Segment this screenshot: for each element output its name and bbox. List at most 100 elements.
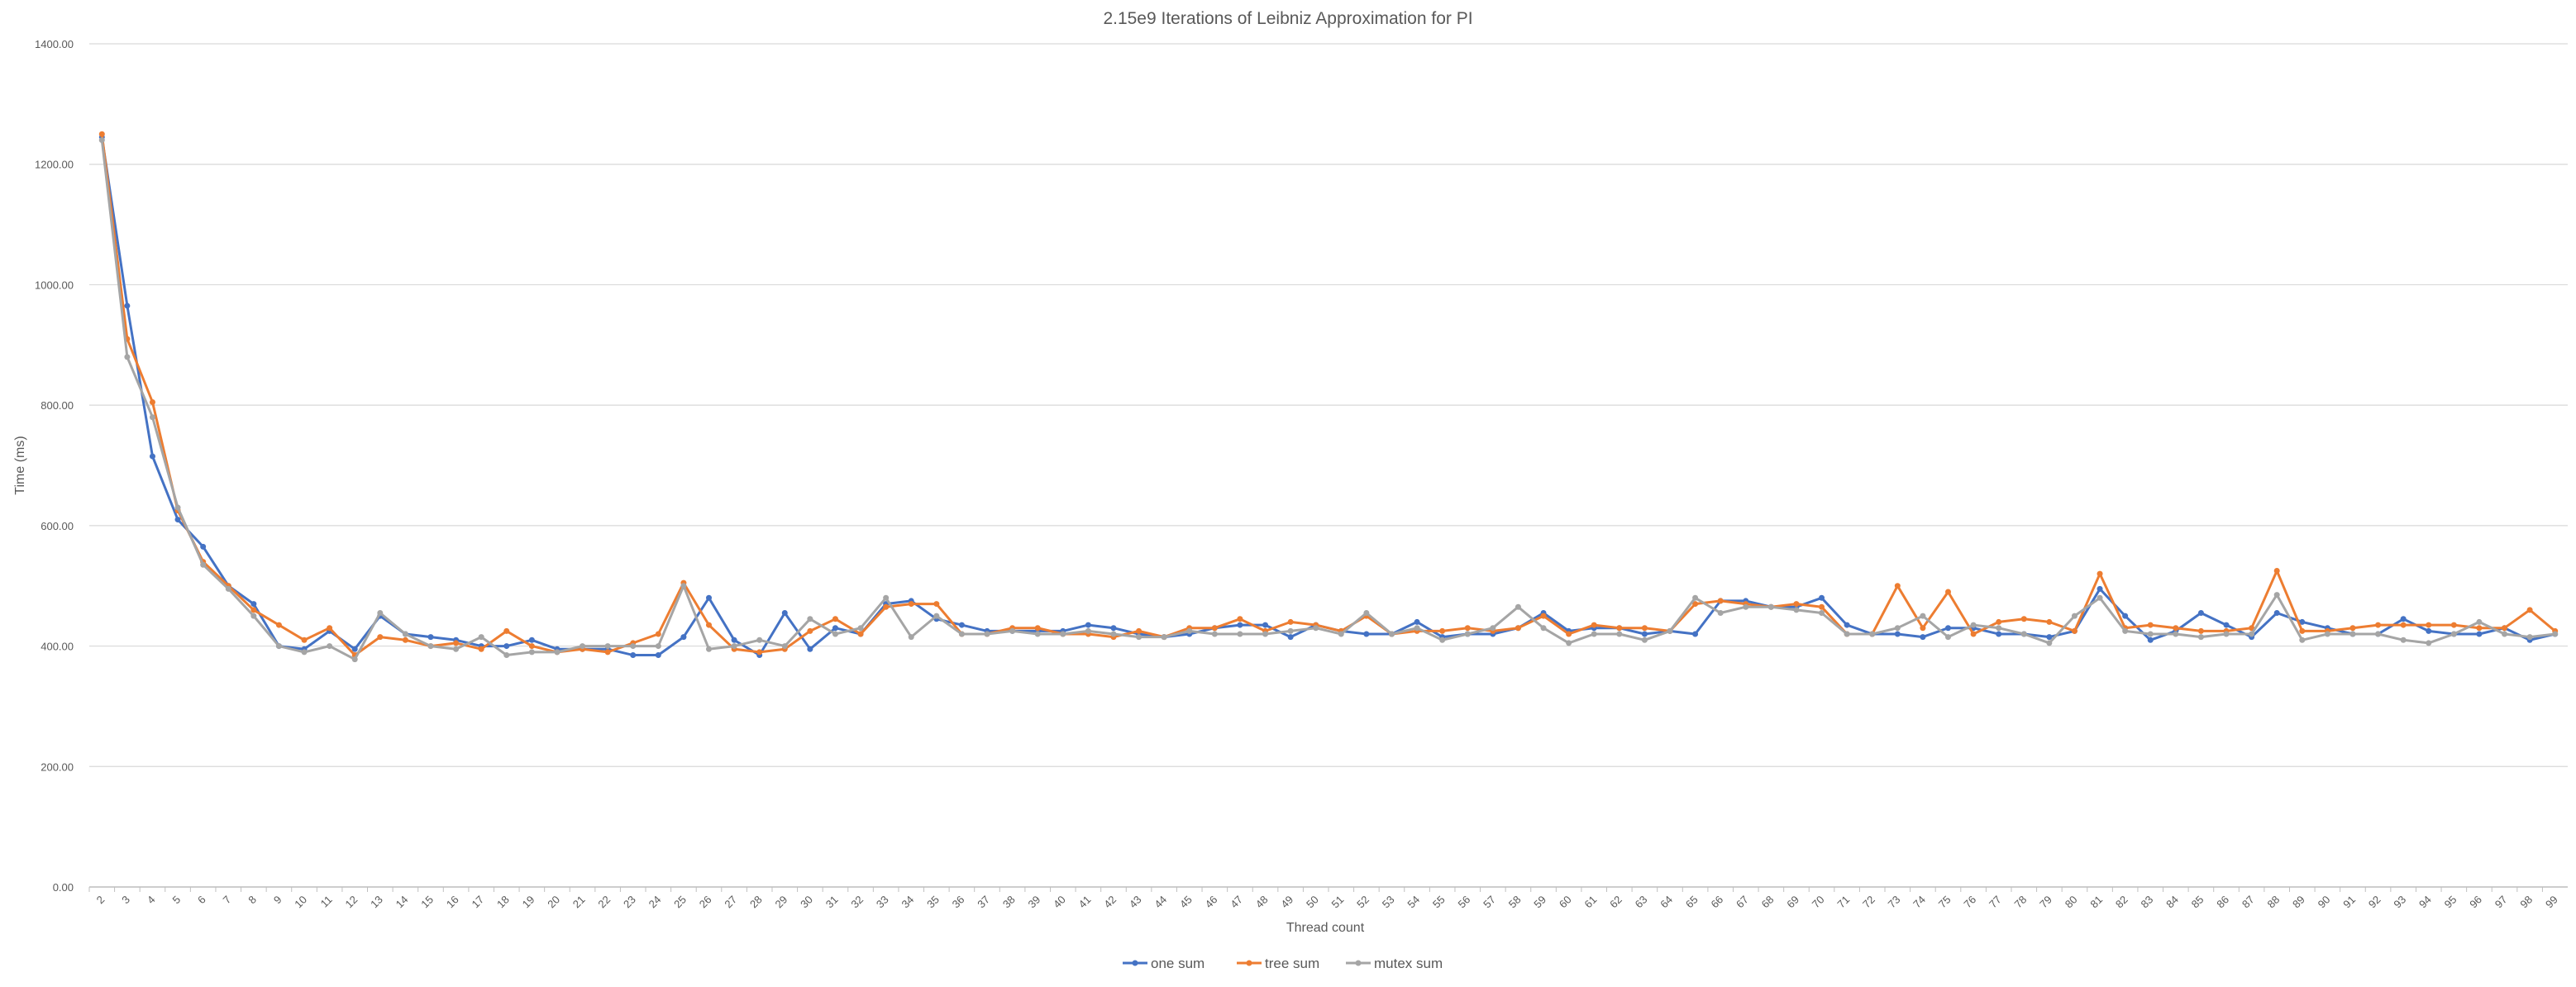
x-tick-label: 17 <box>469 894 486 911</box>
data-point <box>2502 631 2508 637</box>
data-point <box>731 637 737 643</box>
data-point <box>1237 622 1243 628</box>
data-point <box>1793 607 1800 613</box>
data-point <box>580 643 586 650</box>
data-point <box>2375 622 2382 628</box>
x-tick-label: 77 <box>1987 894 2004 911</box>
x-tick-label: 56 <box>1456 894 1473 911</box>
x-tick-label: 62 <box>1607 894 1624 911</box>
data-point <box>2097 570 2103 577</box>
x-tick-label: 35 <box>924 894 942 911</box>
data-point <box>1034 631 1041 637</box>
series-line <box>100 140 2555 661</box>
x-tick-label: 64 <box>1658 894 1675 911</box>
data-point <box>2147 622 2154 628</box>
x-tick-label: 28 <box>747 894 765 911</box>
data-point <box>1009 627 1016 634</box>
data-point <box>1616 631 1623 637</box>
data-point <box>2147 637 2154 643</box>
x-tick-label: 75 <box>1936 894 1953 911</box>
axes: 0.00 200.00 400.00 600.00 800.00 1000.00 1200.… <box>35 38 2568 910</box>
x-tick-label: 13 <box>368 894 385 911</box>
legend-item: one sum <box>1123 956 1205 971</box>
x-tick-label: 47 <box>1228 894 1245 911</box>
y-tick-label: 1400.00 <box>35 38 74 50</box>
data-point <box>2046 640 2053 646</box>
data-point <box>275 622 282 628</box>
data-point <box>756 649 763 656</box>
x-tick-label: 21 <box>570 894 588 911</box>
data-point <box>1211 625 1218 632</box>
x-tick-label: 87 <box>2240 894 2257 911</box>
data-point <box>427 643 434 650</box>
data-point <box>2526 607 2533 613</box>
x-tick-label: 42 <box>1101 894 1119 911</box>
x-tick-label: 85 <box>2189 894 2206 911</box>
x-tick-label: 52 <box>1354 894 1371 911</box>
data-point <box>2426 640 2432 646</box>
x-tick-label: 53 <box>1380 894 1397 911</box>
data-point <box>781 643 788 650</box>
data-point <box>655 631 661 637</box>
x-tick-label: 41 <box>1076 894 1094 911</box>
y-tick-label: 0.00 <box>53 881 74 894</box>
data-point <box>781 610 788 616</box>
series-mutex-sum <box>98 137 2559 663</box>
data-point <box>908 634 914 641</box>
legend-label: one sum <box>1151 956 1205 971</box>
data-point <box>2197 610 2204 616</box>
x-tick-label: 40 <box>1051 894 1068 911</box>
x-tick-label: 3 <box>119 894 132 907</box>
data-point <box>1945 589 1951 595</box>
data-point <box>883 594 890 601</box>
data-point <box>1540 625 1547 632</box>
data-point <box>1110 631 1117 637</box>
data-point <box>377 610 384 616</box>
data-point <box>1136 634 1143 641</box>
x-tick-label: 39 <box>1025 894 1042 911</box>
data-point <box>1970 631 1977 637</box>
data-point <box>149 453 155 460</box>
x-tick-label: 89 <box>2290 894 2307 911</box>
data-point <box>478 634 484 641</box>
x-tick-label: 94 <box>2416 894 2434 911</box>
data-point <box>528 643 535 650</box>
data-point <box>933 601 940 608</box>
x-tick-label: 78 <box>2012 894 2030 911</box>
series-one-sum <box>98 134 2559 658</box>
data-point <box>731 643 737 650</box>
x-tick-label: 66 <box>1708 894 1725 911</box>
data-point <box>2249 625 2255 632</box>
data-point <box>2426 622 2432 628</box>
x-tick-label: 12 <box>342 894 360 911</box>
data-point <box>1363 610 1370 616</box>
legend: one sum tree sum mutex sum <box>1123 956 1443 971</box>
data-point <box>377 634 384 641</box>
data-point <box>1237 631 1243 637</box>
data-point <box>655 643 661 650</box>
data-point <box>478 646 484 652</box>
legend-swatch-marker <box>1355 960 1362 966</box>
x-tick-label: 49 <box>1278 894 1295 911</box>
y-tick-label: 1200.00 <box>35 159 74 171</box>
y-tick-label: 400.00 <box>41 641 74 653</box>
data-point <box>1819 594 1825 601</box>
x-tick-label: 43 <box>1127 894 1144 911</box>
data-point <box>630 652 637 658</box>
data-point <box>2046 618 2053 625</box>
x-tick-label: 97 <box>2493 894 2510 911</box>
data-point <box>2299 627 2306 634</box>
x-tick-label: 98 <box>2517 894 2535 911</box>
data-point <box>174 517 181 523</box>
x-tick-label: 34 <box>899 894 917 911</box>
x-tick-label: 92 <box>2366 894 2383 911</box>
x-tick-label: 86 <box>2214 894 2231 911</box>
x-tick-label: 90 <box>2316 894 2333 911</box>
x-tick-label: 5 <box>169 894 183 907</box>
data-point <box>1591 622 1597 628</box>
data-point <box>1692 631 1699 637</box>
legend-item: mutex sum <box>1346 956 1443 971</box>
data-point <box>453 640 460 646</box>
data-point <box>2097 594 2103 601</box>
legend-item: tree sum <box>1237 956 1319 971</box>
